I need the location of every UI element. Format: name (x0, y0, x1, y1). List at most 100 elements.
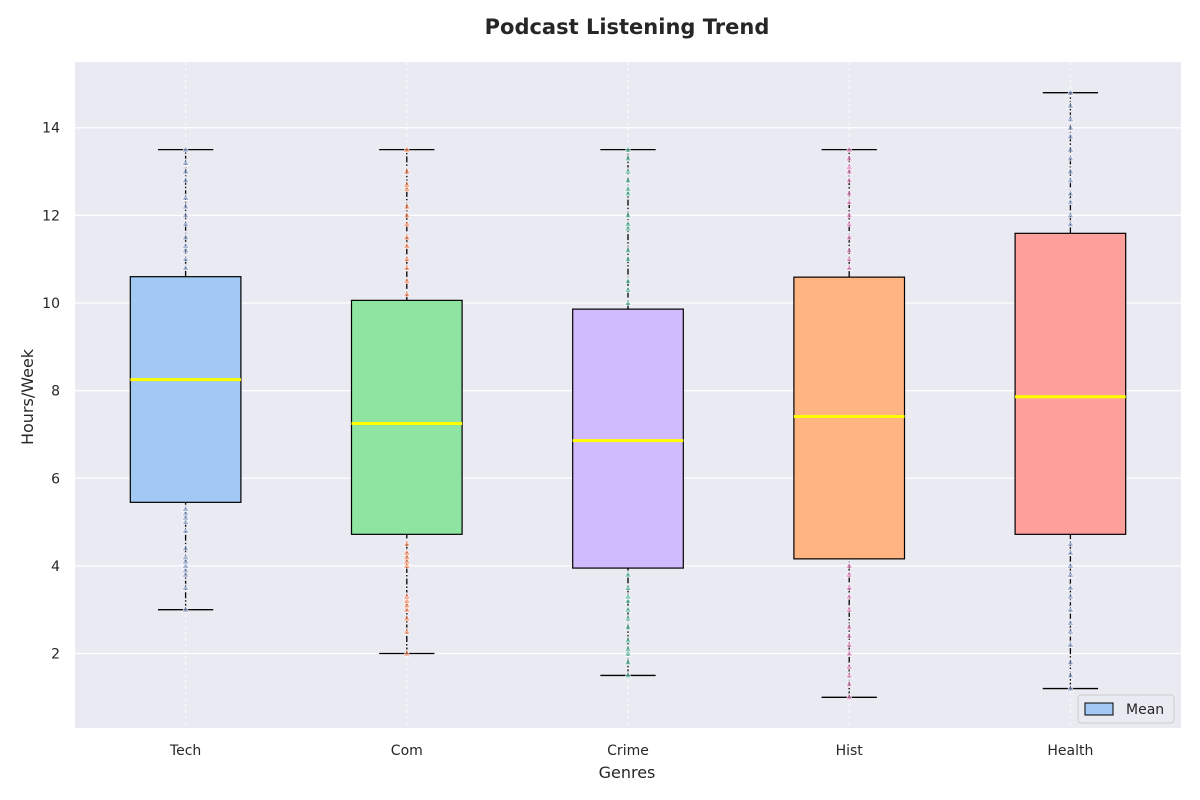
x-axis-ticks: Tech Com Crime Hist Health (169, 743, 1093, 759)
data-point (845, 631, 854, 639)
data-point (402, 591, 411, 600)
data-point (623, 298, 633, 306)
y-tick-label: 10 (42, 296, 60, 312)
data-point (1066, 539, 1075, 547)
data-point (1066, 591, 1075, 600)
legend-mean-label: Mean (1126, 702, 1164, 718)
data-point (181, 193, 190, 201)
data-point (181, 565, 190, 574)
data-point (1066, 605, 1075, 613)
data-point (402, 539, 411, 547)
data-point (181, 570, 190, 578)
data-point (845, 219, 854, 227)
data-point (402, 241, 411, 249)
data-point (623, 219, 633, 227)
data-point (181, 517, 190, 525)
y-tick-label: 12 (42, 208, 60, 224)
data-point (623, 285, 633, 293)
x-tick-label: Health (1047, 743, 1093, 759)
data-point (402, 561, 411, 569)
legend-mean-patch (1084, 702, 1114, 716)
data-point (1066, 88, 1075, 96)
data-point (845, 679, 854, 687)
data-point (181, 241, 190, 249)
data-point (402, 180, 411, 188)
data-point (181, 201, 190, 210)
data-point (623, 245, 633, 254)
box-group (793, 144, 906, 701)
data-point (623, 153, 633, 162)
y-tick-label: 14 (42, 121, 60, 137)
data-point (181, 219, 190, 227)
box (572, 308, 684, 569)
box-group (350, 144, 463, 657)
data-point (181, 210, 190, 219)
data-point (181, 232, 190, 241)
box (1014, 232, 1127, 535)
data-point (845, 670, 854, 679)
data-point (845, 662, 854, 670)
data-point (181, 508, 190, 517)
data-point (1066, 131, 1075, 140)
y-axis-ticks: 2 4 6 8 10 12 14 (42, 121, 60, 663)
data-point (181, 526, 190, 534)
data-point (1066, 101, 1075, 109)
data-point (181, 245, 190, 254)
data-point (181, 513, 190, 521)
data-point (402, 232, 411, 241)
data-point (623, 254, 633, 262)
box-group (572, 144, 684, 679)
data-point (845, 583, 854, 591)
data-point (845, 692, 854, 701)
y-axis-label: Hours/Week (18, 348, 37, 445)
data-point (402, 289, 411, 298)
data-point (623, 184, 633, 192)
data-point (402, 166, 411, 175)
data-point (1066, 219, 1075, 227)
data-point (1066, 210, 1075, 219)
data-point (402, 648, 411, 657)
data-point (623, 166, 633, 175)
boxes (129, 88, 1127, 701)
legend: Mean (1077, 694, 1175, 724)
box (129, 276, 242, 503)
data-point (845, 648, 854, 657)
data-point (1066, 657, 1075, 666)
data-point (1066, 153, 1075, 162)
data-point (1066, 640, 1075, 648)
data-point (623, 644, 633, 652)
data-point (845, 162, 854, 170)
data-point (181, 504, 190, 512)
data-point (402, 596, 411, 604)
data-point (845, 570, 854, 578)
data-point (623, 188, 633, 197)
data-point (623, 591, 633, 600)
data-point (845, 622, 854, 631)
data-point (623, 657, 633, 666)
data-point (1066, 683, 1075, 692)
data-point (623, 175, 633, 184)
data-point (402, 552, 411, 560)
data-point (1066, 548, 1075, 556)
data-point (1066, 197, 1075, 206)
data-point (623, 613, 633, 622)
y-tick-label: 2 (51, 647, 60, 663)
data-point (402, 613, 411, 622)
data-point (181, 158, 190, 166)
data-point (845, 210, 854, 219)
data-point (1066, 114, 1075, 122)
data-point (181, 561, 190, 569)
data-point (623, 583, 633, 591)
data-point (402, 276, 411, 284)
data-point (1066, 618, 1075, 626)
box-group (129, 144, 242, 613)
data-point (845, 640, 854, 648)
data-point (623, 605, 633, 613)
data-point (1066, 561, 1075, 569)
box-group (1014, 88, 1127, 692)
data-point (181, 144, 190, 153)
data-point (402, 184, 411, 192)
data-point (402, 605, 411, 613)
data-point (845, 166, 854, 175)
data-point (845, 254, 854, 262)
